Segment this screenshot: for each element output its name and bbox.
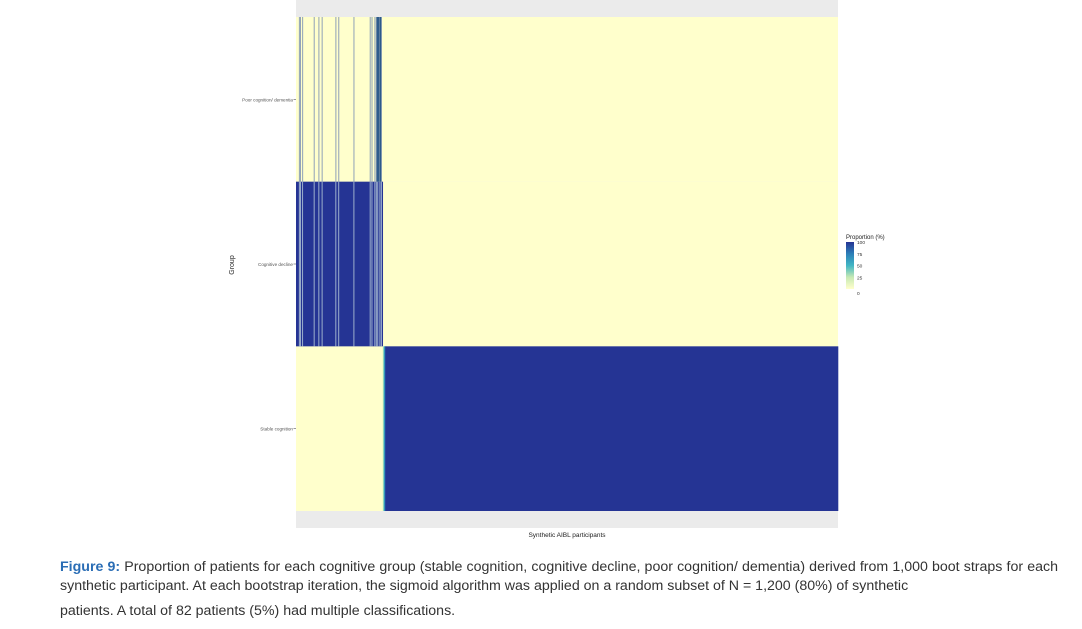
heatmap-cell-poor-cognition xyxy=(378,17,380,182)
heatmap-cell-poor-cognition xyxy=(379,17,382,182)
heatmap-cell-decline-gap xyxy=(335,181,337,347)
heatmap-cell-poor-cognition xyxy=(313,17,315,182)
heatmap-cell-decline-gap xyxy=(377,181,379,347)
heatmap-cell-poor-cognition xyxy=(302,17,304,182)
legend: Proportion (%) 100 75 50 25 0 xyxy=(846,235,885,297)
legend-title: Proportion (%) xyxy=(846,235,885,241)
figure-caption: Figure 9: Proportion of patients for eac… xyxy=(60,558,1058,621)
heatmap-cell-poor-cognition xyxy=(376,17,378,182)
heatmap-cell-poor-cognition xyxy=(380,17,382,182)
legend-tick-label: 25 xyxy=(857,275,863,281)
heatmap-cell-poor-cognition xyxy=(335,17,337,182)
heatmap-cells xyxy=(296,17,839,511)
y-tick-label: Stable cognition xyxy=(260,427,293,432)
heatmap-cell-poor-cognition xyxy=(374,17,376,182)
y-tick-label: Poor cognition/ dementia xyxy=(242,97,293,102)
heatmap-cell-poor-cognition xyxy=(375,17,377,182)
heatmap-cell xyxy=(382,346,384,511)
legend-colorbar xyxy=(846,242,854,289)
heatmap-cell-poor-cognition xyxy=(299,17,301,182)
heatmap-cell-decline-gap xyxy=(371,181,373,347)
heatmap-cell-decline-gap xyxy=(298,181,300,347)
heatmap-cell xyxy=(296,181,384,347)
legend-tick-label: 75 xyxy=(857,252,863,258)
x-axis-title: Synthetic AIBL participants xyxy=(528,532,606,539)
heatmap-cell-decline-gap xyxy=(369,181,371,347)
y-axis: Poor cognition/ dementia Cognitive declin… xyxy=(242,97,296,432)
heatmap-cell-poor-cognition xyxy=(321,17,323,182)
y-tick-label: Cognitive decline xyxy=(258,262,293,267)
heatmap-cell xyxy=(383,346,385,511)
heatmap-cell-decline-gap xyxy=(353,181,355,347)
caption-text-end: patients. A total of 82 patients (5%) ha… xyxy=(60,603,456,619)
heatmap-cell-decline-gap xyxy=(313,181,315,347)
figure-label: Figure 9: xyxy=(60,559,121,575)
heatmap-cell-decline-gap xyxy=(374,181,376,347)
heatmap-cell xyxy=(384,346,386,511)
heatmap-cell-poor-cognition xyxy=(353,17,355,182)
heatmap-cell-poor-cognition xyxy=(298,17,300,182)
heatmap-cell-decline-gap xyxy=(299,181,301,347)
caption-text: Proportion of patients for each cognitiv… xyxy=(60,559,1058,594)
heatmap-cell-poor-cognition xyxy=(369,17,371,182)
heatmap-cell-decline-gap xyxy=(321,181,323,347)
heatmap-cell xyxy=(384,346,386,511)
heatmap-cell xyxy=(385,346,839,511)
heatmap-cell xyxy=(385,346,387,511)
legend-tick-label: 50 xyxy=(857,264,863,270)
heatmap-cell-decline-gap xyxy=(380,181,382,347)
legend-tick-label: 0 xyxy=(857,291,860,297)
heatmap-cell-decline-gap xyxy=(302,181,304,347)
legend-ticks: 100 75 50 25 0 xyxy=(857,240,865,297)
heatmap-cell-decline-gap xyxy=(318,181,320,347)
heatmap-cell-decline-gap xyxy=(379,181,381,347)
heatmap-cell-poor-cognition xyxy=(338,17,340,182)
heatmap-cell-poor-cognition xyxy=(371,17,373,182)
heatmap-row-base xyxy=(296,181,838,347)
legend-tick-label: 100 xyxy=(857,240,865,246)
heatmap-row-base xyxy=(296,17,838,182)
y-axis-title: Group xyxy=(229,255,236,275)
heatmap-cell xyxy=(383,346,385,511)
heatmap-cell-decline-gap xyxy=(338,181,340,347)
heatmap-cell-decline-gap xyxy=(375,181,377,347)
heatmap-cell-poor-cognition xyxy=(318,17,320,182)
